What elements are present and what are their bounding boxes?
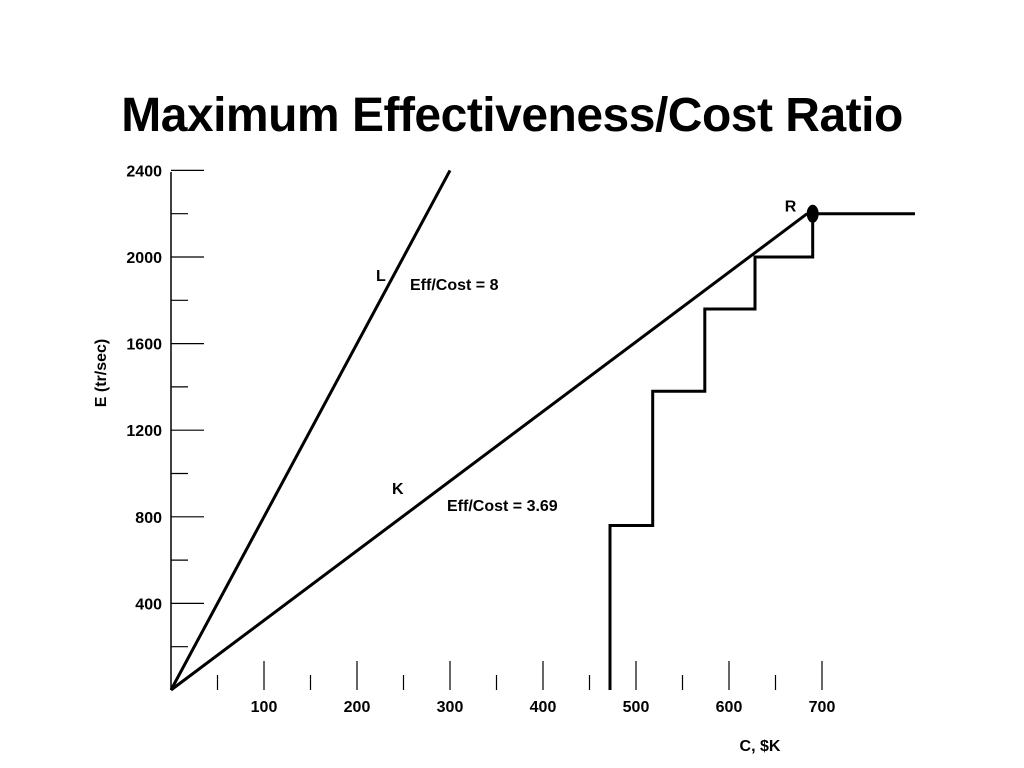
marker-label: R (785, 199, 797, 216)
y-tick-label: 1600 (126, 337, 162, 354)
chart-title: Maximum Effectiveness/Cost Ratio (121, 89, 903, 142)
line-label-k: K (392, 481, 404, 498)
line-k (170, 212, 808, 692)
x-tick-label: 700 (809, 699, 836, 716)
y-axis-ticks: 400 800 1200 1600 2000 2400 (126, 163, 204, 648)
x-tick-label: 600 (716, 699, 743, 716)
line-label-l: L (376, 268, 386, 285)
y-tick-label: 400 (135, 596, 162, 613)
y-tick-label: 800 (135, 510, 162, 527)
x-tick-label: 400 (530, 699, 557, 716)
series-layer (169, 169, 915, 692)
y-tick-label: 2000 (126, 250, 162, 267)
ratio-annotation: Eff/Cost = 3.69 (447, 498, 558, 515)
step-curve (608, 212, 915, 690)
annotation-layer: L Eff/Cost = 8 K Eff/Cost = 3.69 R (376, 199, 797, 515)
x-tick-label: 200 (344, 699, 371, 716)
ratio-annotation: Eff/Cost = 8 (410, 277, 499, 294)
x-tick-label: 100 (251, 699, 278, 716)
x-axis-ticks: 100 200 300 400 500 600 700 (216, 661, 836, 716)
x-tick-label: 300 (437, 699, 464, 716)
y-tick-label: 2400 (126, 163, 162, 180)
y-tick-label: 1200 (126, 423, 162, 440)
y-axis-label: E (tr/sec) (93, 339, 110, 407)
marker-point (806, 204, 819, 223)
x-axis-label: C, $K (740, 738, 781, 755)
line-l (169, 169, 452, 691)
x-tick-label: 500 (623, 699, 650, 716)
